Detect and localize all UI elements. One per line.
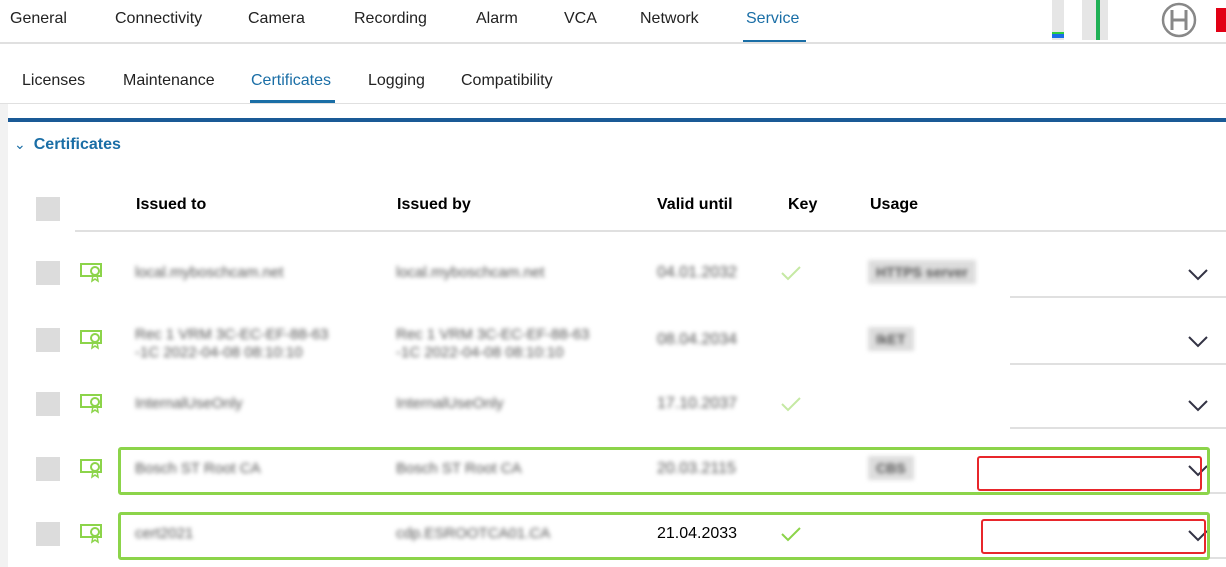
issued-by: local.myboschcam.net	[396, 264, 545, 281]
certificate-icon	[80, 524, 102, 544]
usage-badge: IkET	[868, 327, 914, 351]
bosch-logo-icon	[1161, 2, 1197, 38]
issued-to: InternalUseOnly	[135, 395, 243, 412]
row-separator	[1010, 427, 1226, 429]
expand-chevron-icon[interactable]	[1186, 267, 1210, 283]
valid-until: 17.10.2037	[657, 395, 738, 412]
expand-chevron-icon[interactable]	[1186, 463, 1210, 479]
highlight-usage-row-5	[981, 519, 1206, 554]
row-checkbox[interactable]	[36, 328, 60, 352]
usage-badge: HTTPS server	[868, 260, 976, 284]
row-separator	[1010, 363, 1226, 365]
active-tab-indicator	[743, 40, 806, 42]
row-separator	[1205, 492, 1226, 494]
subtab-compatibility[interactable]: Compatibility	[461, 72, 553, 89]
certificate-icon	[80, 459, 102, 479]
bosch-brand-mark	[1216, 8, 1226, 32]
subtab-maintenance[interactable]: Maintenance	[123, 72, 215, 89]
col-valid-until[interactable]: Valid until	[657, 196, 733, 213]
row-checkbox[interactable]	[36, 392, 60, 416]
col-usage[interactable]: Usage	[870, 196, 919, 213]
top-nav: General Connectivity Camera Recording Al…	[0, 0, 1226, 44]
certificate-icon	[80, 394, 102, 414]
checkmark-icon	[781, 397, 801, 412]
expand-chevron-icon[interactable]	[1186, 398, 1210, 414]
chevron-down-icon: ⌄	[14, 136, 26, 152]
col-issued-to[interactable]: Issued to	[136, 196, 207, 213]
checkmark-icon	[781, 266, 801, 281]
issued-by: cdp.ESROOTCA01.CA	[396, 525, 551, 542]
issued-by: Bosch ST Root CA	[396, 460, 522, 477]
tab-vca[interactable]: VCA	[564, 10, 597, 27]
row-checkbox[interactable]	[36, 457, 60, 481]
certificate-icon	[80, 330, 102, 350]
valid-until: 21.04.2033	[657, 525, 738, 542]
valid-until: 08.04.2034	[657, 331, 738, 348]
col-issued-by[interactable]: Issued by	[397, 196, 471, 213]
highlight-row-5	[118, 512, 1210, 560]
activity-meter	[1082, 0, 1108, 40]
row-separator	[1205, 557, 1226, 559]
subtab-certificates[interactable]: Certificates	[251, 72, 332, 89]
valid-until: 04.01.2032	[657, 264, 738, 281]
row-separator	[1010, 296, 1226, 298]
sub-nav: Licenses Maintenance Certificates Loggin…	[0, 56, 1226, 104]
select-all-checkbox[interactable]	[36, 197, 60, 221]
subtab-licenses[interactable]: Licenses	[22, 72, 86, 89]
tab-general[interactable]: General	[10, 10, 67, 27]
checkmark-icon	[781, 527, 801, 542]
valid-until: 20.03.2115	[657, 460, 736, 477]
issued-to: local.myboschcam.net	[135, 264, 284, 281]
issued-to: cert2021	[135, 525, 194, 542]
issued-by: Rec 1 VRM 3C-EC-EF-88-63 -1C 2022-04-08 …	[396, 326, 590, 361]
level-meter	[1052, 0, 1064, 40]
header-separator	[75, 230, 1226, 232]
section-divider	[8, 118, 1226, 122]
col-key[interactable]: Key	[788, 196, 818, 213]
active-subtab-indicator	[250, 100, 335, 103]
tab-recording[interactable]: Recording	[354, 10, 427, 27]
tab-network[interactable]: Network	[640, 10, 699, 27]
section-header-certificates[interactable]: ⌄ Certificates	[14, 136, 121, 154]
left-panel	[0, 104, 8, 567]
usage-badge: CBS	[868, 456, 914, 480]
tab-service[interactable]: Service	[746, 10, 800, 27]
tab-alarm[interactable]: Alarm	[476, 10, 518, 27]
issued-by: InternalUseOnly	[396, 395, 504, 412]
tab-camera[interactable]: Camera	[248, 10, 305, 27]
issued-to: Bosch ST Root CA	[135, 460, 261, 477]
certificate-icon	[80, 263, 102, 283]
tab-connectivity[interactable]: Connectivity	[115, 10, 203, 27]
issued-to: Rec 1 VRM 3C-EC-EF-88-63 -1C 2022-04-08 …	[135, 326, 329, 361]
section-title: Certificates	[33, 136, 121, 153]
row-checkbox[interactable]	[36, 261, 60, 285]
highlight-usage-row-4	[977, 456, 1202, 491]
row-checkbox[interactable]	[36, 522, 60, 546]
expand-chevron-icon[interactable]	[1186, 334, 1210, 350]
subtab-logging[interactable]: Logging	[368, 72, 425, 89]
highlight-row-4	[118, 447, 1210, 495]
